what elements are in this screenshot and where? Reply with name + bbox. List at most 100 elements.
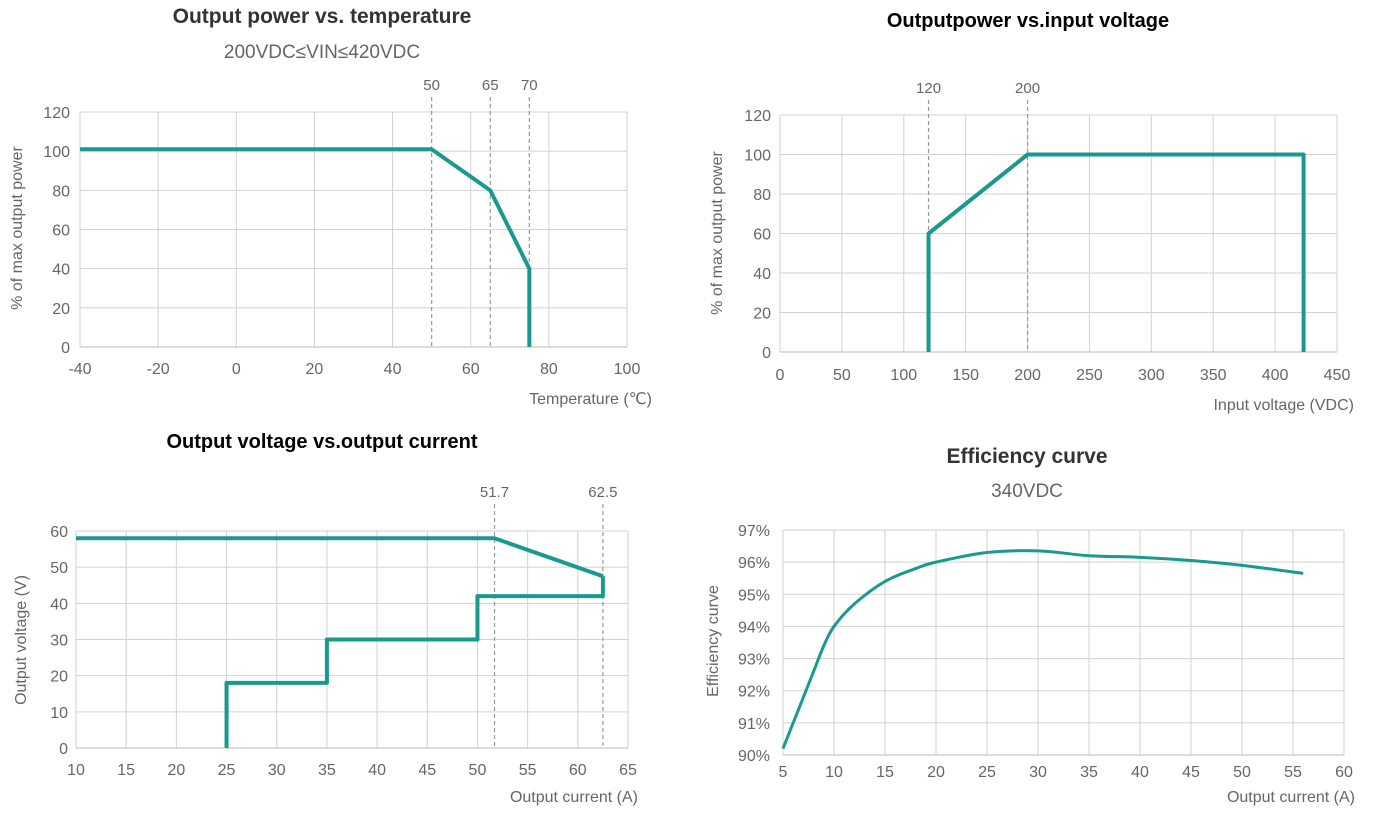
x-tick-label: 100 <box>890 367 917 384</box>
y-tick-label: 100 <box>744 148 771 165</box>
x-tick-label: 300 <box>1138 367 1165 384</box>
x-tick-label: 20 <box>306 361 324 378</box>
marker-label: 51.7 <box>480 484 509 501</box>
y-tick-label: 0 <box>762 345 771 362</box>
y-tick-label: 94% <box>738 619 770 636</box>
x-tick-label: 60 <box>1335 764 1353 781</box>
x-tick-label: 55 <box>519 762 537 779</box>
chart-4: Efficiency curve 340VDC 5 10 15 20 25 30 35 40 45 5… <box>705 445 1355 806</box>
y-axis-label: % of max output power <box>9 146 26 310</box>
y-tick-label: 97% <box>738 523 770 540</box>
chart-1: Output power vs. temperature 200VDC≤VIN≤4… <box>9 5 652 408</box>
x-tick-label: 65 <box>619 762 637 779</box>
x-tick-label: 45 <box>418 762 436 779</box>
y-tick-label: 80 <box>753 187 771 204</box>
marker-label: 120 <box>916 80 941 97</box>
x-axis-label: Temperature (℃) <box>529 391 652 408</box>
y-tick-label: 0 <box>59 741 68 758</box>
x-tick-label: 80 <box>540 361 558 378</box>
x-tick-label: 40 <box>368 762 386 779</box>
x-tick-label: 400 <box>1262 367 1289 384</box>
y-tick-label: 120 <box>744 108 771 125</box>
y-axis-label: % of max output power <box>709 151 726 315</box>
chart-title: Efficiency curve <box>946 445 1107 468</box>
y-tick-label: 90% <box>738 748 770 765</box>
series-line <box>783 551 1303 749</box>
y-axis-label: Efficiency curve <box>705 585 722 697</box>
x-tick-label: 350 <box>1200 367 1227 384</box>
x-axis-label: Output current (A) <box>1227 789 1355 806</box>
chart-subtitle: 200VDC≤VIN≤420VDC <box>224 42 420 63</box>
x-tick-label: 40 <box>384 361 402 378</box>
marker-label: 70 <box>521 77 538 94</box>
x-tick-label: 60 <box>569 762 587 779</box>
x-tick-label: 20 <box>167 762 185 779</box>
y-tick-label: 92% <box>738 684 770 701</box>
x-tick-label: 0 <box>776 367 785 384</box>
x-tick-label: 250 <box>1076 367 1103 384</box>
x-tick-label: 10 <box>67 762 85 779</box>
x-tick-label: 50 <box>1233 764 1251 781</box>
y-axis-label: Output voltage (V) <box>13 575 30 705</box>
series-line <box>227 576 603 748</box>
y-tick-label: 50 <box>50 560 68 577</box>
y-tick-label: 100 <box>43 144 70 161</box>
x-tick-label: 5 <box>779 764 788 781</box>
y-tick-label: 0 <box>61 340 70 357</box>
y-tick-label: 120 <box>43 105 70 122</box>
x-tick-label: 20 <box>927 764 945 781</box>
x-tick-label: 100 <box>614 361 641 378</box>
x-tick-label: 0 <box>232 361 241 378</box>
marker-label: 200 <box>1015 80 1040 97</box>
y-tick-label: 60 <box>50 524 68 541</box>
y-tick-label: 20 <box>50 669 68 686</box>
y-tick-label: 91% <box>738 716 770 733</box>
x-tick-label: 45 <box>1182 764 1200 781</box>
x-tick-label: 30 <box>268 762 286 779</box>
x-tick-label: 200 <box>1014 367 1041 384</box>
x-tick-label: -20 <box>147 361 170 378</box>
chart-subtitle: 340VDC <box>991 481 1063 502</box>
chart-title: Output power vs. temperature <box>173 5 472 28</box>
x-tick-label: 25 <box>218 762 236 779</box>
y-tick-label: 20 <box>52 301 70 318</box>
chart-title: Output voltage vs.output current <box>166 431 477 453</box>
y-tick-label: 93% <box>738 652 770 669</box>
x-axis-label: Input voltage (VDC) <box>1213 397 1354 414</box>
y-tick-label: 20 <box>753 306 771 323</box>
y-tick-label: 96% <box>738 555 770 572</box>
x-tick-label: 40 <box>1131 764 1149 781</box>
y-tick-label: 10 <box>50 705 68 722</box>
y-tick-label: 60 <box>52 223 70 240</box>
y-tick-label: 80 <box>52 183 70 200</box>
y-tick-label: 40 <box>50 596 68 613</box>
y-tick-label: 40 <box>753 266 771 283</box>
series-line <box>76 538 603 576</box>
x-tick-label: -40 <box>68 361 91 378</box>
y-tick-label: 95% <box>738 587 770 604</box>
x-tick-label: 150 <box>952 367 979 384</box>
chart-title: Outputpower vs.input voltage <box>887 10 1169 32</box>
x-tick-label: 55 <box>1284 764 1302 781</box>
chart-3: Output voltage vs.output current 10 15 20 25… <box>13 431 638 806</box>
x-tick-label: 50 <box>469 762 487 779</box>
y-tick-label: 60 <box>753 227 771 244</box>
x-tick-label: 30 <box>1029 764 1047 781</box>
x-tick-label: 450 <box>1324 367 1351 384</box>
x-tick-label: 35 <box>318 762 336 779</box>
y-tick-label: 40 <box>52 262 70 279</box>
x-tick-label: 25 <box>978 764 996 781</box>
x-tick-label: 35 <box>1080 764 1098 781</box>
x-tick-label: 15 <box>117 762 135 779</box>
y-tick-label: 30 <box>50 633 68 650</box>
marker-label: 62.5 <box>588 484 617 501</box>
x-tick-label: 15 <box>876 764 894 781</box>
x-tick-label: 50 <box>833 367 851 384</box>
x-tick-label: 10 <box>825 764 843 781</box>
series-line <box>929 155 1304 353</box>
x-axis-label: Output current (A) <box>510 789 638 806</box>
marker-label: 50 <box>423 77 440 94</box>
